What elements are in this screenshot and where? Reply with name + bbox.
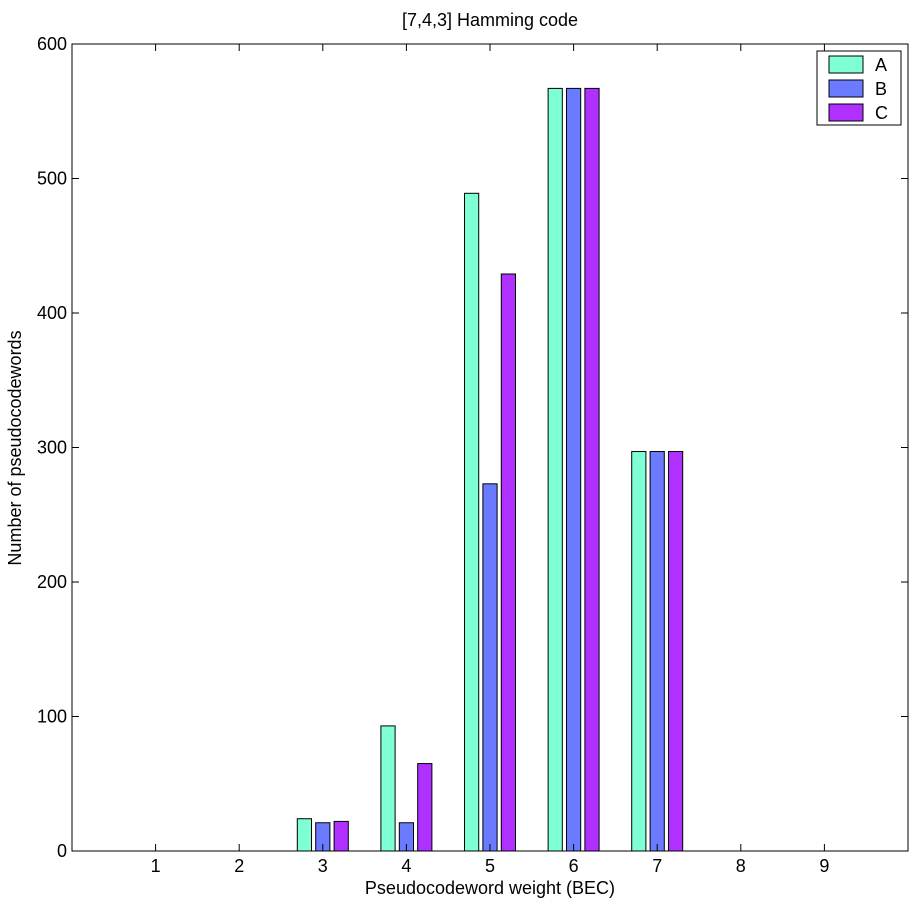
bars-group — [296, 87, 684, 852]
y-tick-label: 100 — [37, 707, 67, 727]
bar-A-5 — [464, 192, 480, 852]
x-axis-ticks: 1 2 3 4 5 6 7 8 9 — [151, 44, 829, 876]
x-tick-label: 6 — [569, 856, 579, 876]
legend: ABC — [816, 50, 902, 126]
y-tick-label: 500 — [37, 169, 67, 189]
bar-A-3 — [296, 818, 313, 852]
x-tick-label: 8 — [736, 856, 746, 876]
legend-swatch-B — [828, 79, 864, 98]
bar-A-7 — [631, 451, 647, 852]
y-tick-label: 200 — [37, 572, 67, 592]
x-tick-label: 3 — [318, 856, 328, 876]
x-tick-label: 2 — [234, 856, 244, 876]
legend-swatch-C — [828, 103, 864, 122]
y-axis-label: Number of pseudocodewords — [5, 330, 25, 565]
bar-C-6 — [584, 87, 600, 852]
legend-swatch-A — [828, 55, 864, 74]
legend-label-A: A — [875, 55, 887, 75]
bar-B-5 — [482, 483, 498, 852]
legend-label-B: B — [875, 79, 887, 99]
y-tick-label: 300 — [37, 438, 67, 458]
x-axis-label: Pseudocodeword weight (BEC) — [365, 878, 615, 898]
x-tick-label: 7 — [652, 856, 662, 876]
x-tick-label: 1 — [151, 856, 161, 876]
y-tick-label: 400 — [37, 303, 67, 323]
y-axis-ticks: 0 100 200 300 400 500 600 — [37, 34, 908, 861]
bar-A-6 — [547, 87, 563, 852]
bar-C-7 — [667, 451, 684, 852]
bar-C-5 — [500, 273, 516, 852]
bar-C-3 — [333, 820, 349, 852]
bar-B-6 — [565, 87, 582, 852]
bar-C-4 — [417, 763, 433, 852]
bar-A-4 — [380, 725, 396, 852]
legend-label-C: C — [875, 103, 888, 123]
bar-B-7 — [649, 451, 665, 852]
x-tick-label: 5 — [485, 856, 495, 876]
chart-title: [7,4,3] Hamming code — [402, 10, 578, 30]
y-tick-label: 0 — [57, 841, 67, 861]
x-tick-label: 4 — [401, 856, 411, 876]
y-tick-label: 600 — [37, 34, 67, 54]
x-tick-label: 9 — [819, 856, 829, 876]
